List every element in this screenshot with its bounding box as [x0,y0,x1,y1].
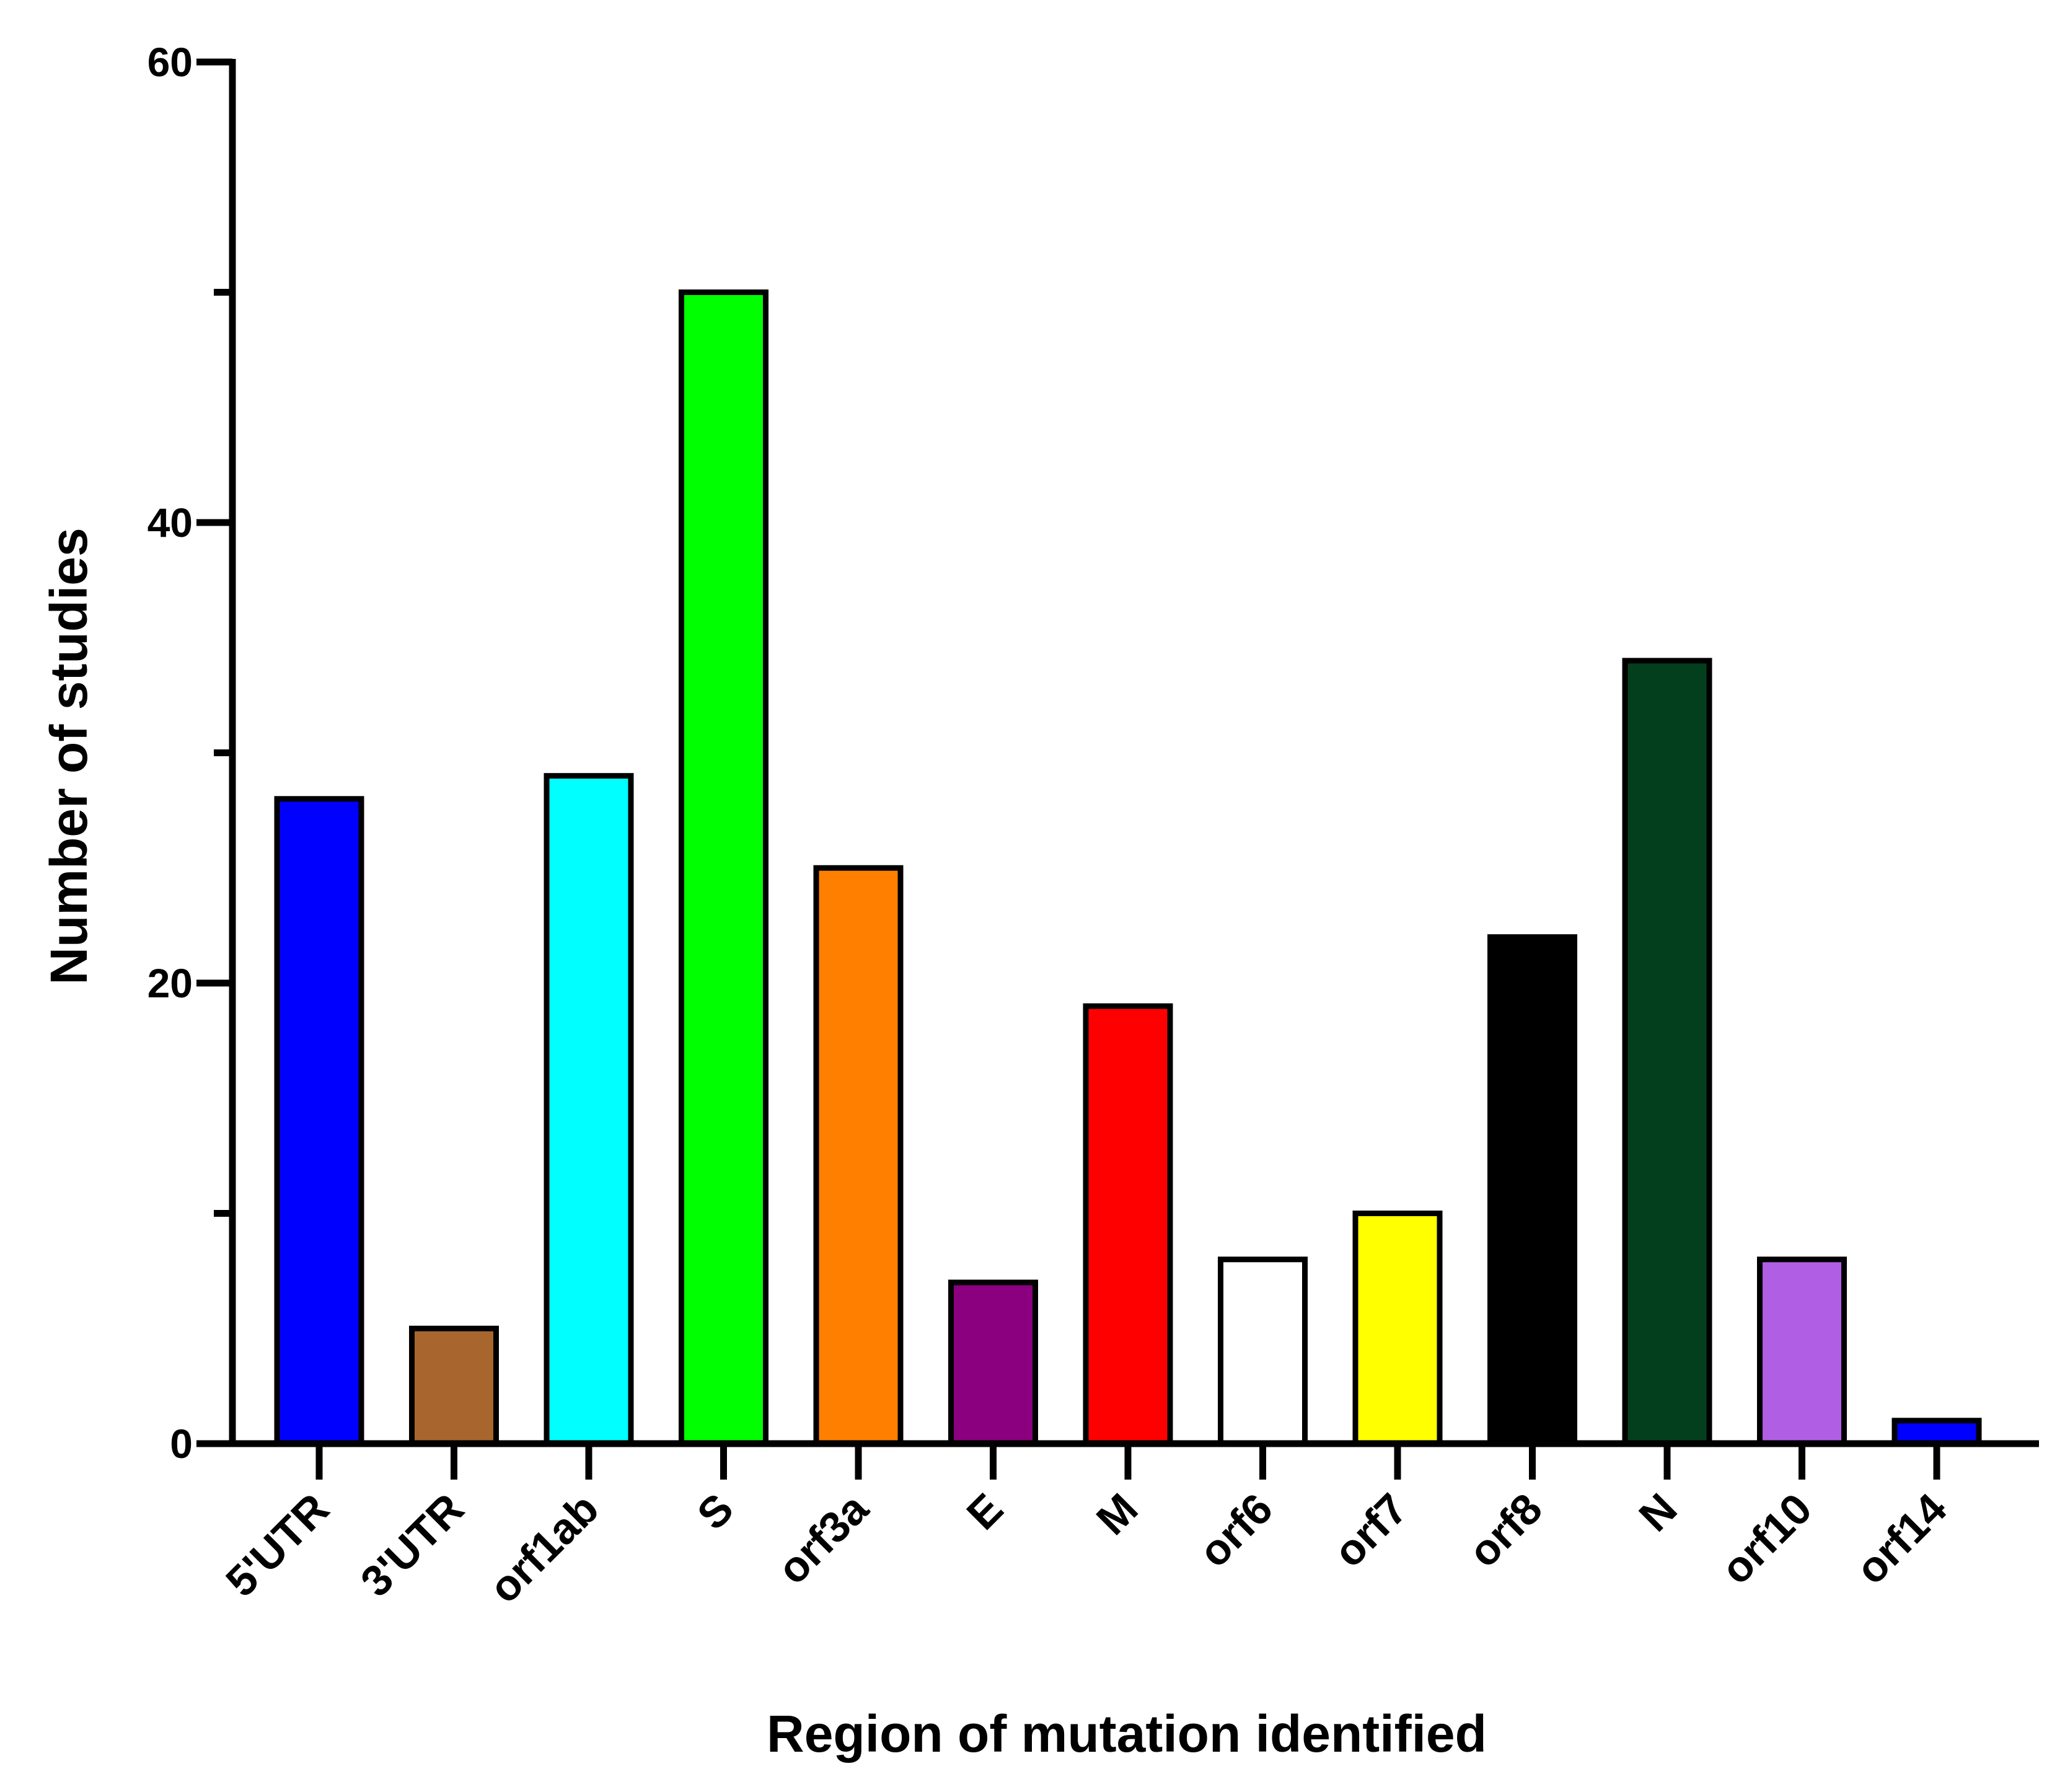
x-tick-label: M [1087,1484,1147,1543]
x-tick-label: S [688,1484,742,1538]
bar-s [679,289,768,1447]
x-tick-label: orf14 [1846,1484,1955,1593]
bar-orf10 [1757,1256,1847,1447]
bar-orf1ab [544,773,634,1447]
y-tick-label: 20 [148,960,193,1006]
bar-orf8 [1487,934,1577,1447]
y-ticks-group: 0 20 40 60 [148,39,232,1467]
y-tick-label: 0 [170,1421,193,1467]
bar-m [1083,1003,1173,1447]
bar-e [948,1279,1038,1447]
bar-3utr [409,1325,499,1447]
x-tick-label: N [1630,1484,1686,1540]
x-tick-label: orf6 [1189,1484,1282,1576]
x-tick-label: E [958,1484,1012,1538]
x-tick-label: orf3a [768,1484,878,1594]
x-tick-label: 5'UTR [216,1484,338,1605]
y-axis-title: Number of studies [40,527,98,984]
bar-orf7 [1352,1211,1443,1447]
bar-5utr [274,796,364,1447]
bar-n [1622,658,1712,1447]
x-tick-label: orf1ab [480,1484,607,1612]
y-tick-label: 60 [148,39,193,85]
bars-group [274,289,1982,1447]
bar-orf3a [813,865,904,1447]
x-tick-label: orf7 [1324,1484,1417,1576]
x-tick-label: orf10 [1712,1484,1821,1593]
y-tick-label: 40 [148,500,193,545]
bar-orf6 [1218,1256,1308,1447]
x-axis-title: Region of mutation identified [767,1705,1487,1763]
x-tick-label: 3'UTR [351,1484,473,1605]
x-tick-label: orf8 [1459,1484,1551,1576]
bar-orf14 [1891,1418,1982,1447]
